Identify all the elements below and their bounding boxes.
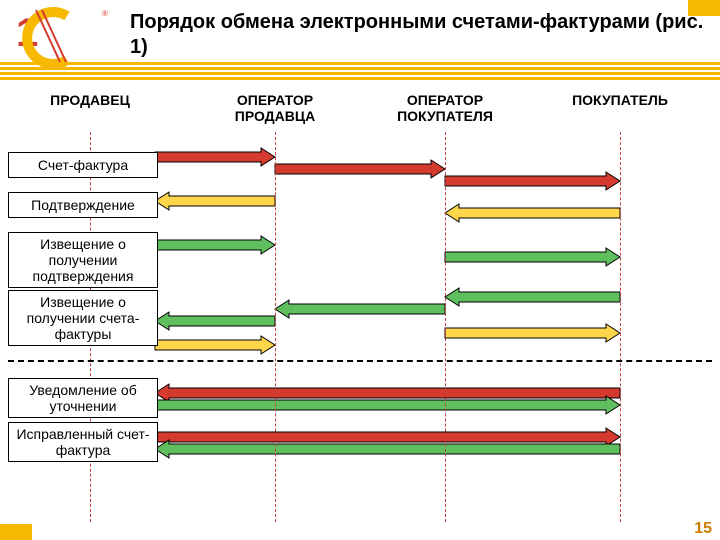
- flow-arrow: [445, 288, 620, 306]
- svg-text:®: ®: [102, 9, 108, 18]
- flow-diagram: ПРОДАВЕЦ ОПЕРАТОР ПРОДАВЦА ОПЕРАТОР ПОКУПА…: [0, 92, 720, 522]
- column-divider: [275, 132, 276, 522]
- page-title: Порядок обмена электронными счетами-факт…: [130, 10, 720, 60]
- flow-arrow: [155, 396, 620, 414]
- header: 1 ® Порядок обмена электронными счетами-…: [0, 0, 720, 90]
- corner-top-right: [688, 0, 720, 16]
- flow-box: Извещение о получении счета-фактуры: [8, 290, 158, 346]
- flow-arrow: [155, 148, 275, 166]
- flow-arrow: [155, 440, 620, 458]
- flow-box: Извещение о получении подтверждения: [8, 232, 158, 288]
- corner-bottom-left: [0, 524, 32, 540]
- stripe: [0, 72, 720, 75]
- flow-arrow: [155, 312, 275, 330]
- column-divider: [445, 132, 446, 522]
- phase-separator: [8, 360, 712, 362]
- flow-arrow: [155, 336, 275, 354]
- page-number: 15: [694, 520, 712, 538]
- logo-1c: 1 ®: [12, 6, 112, 70]
- flow-box: Уведомление об уточнении: [8, 378, 158, 418]
- stripe: [0, 77, 720, 80]
- flow-box: Счет-фактура: [8, 152, 158, 178]
- column-header: ОПЕРАТОР ПРОДАВЦА: [205, 92, 345, 124]
- column-header: ПРОДАВЕЦ: [20, 92, 160, 108]
- flow-arrow: [445, 324, 620, 342]
- column-divider: [620, 132, 621, 522]
- flow-box: Подтверждение: [8, 192, 158, 218]
- flow-arrow: [155, 236, 275, 254]
- flow-arrow: [155, 192, 275, 210]
- flow-arrow: [155, 384, 620, 402]
- flow-arrow: [445, 248, 620, 266]
- flow-arrow: [155, 428, 620, 446]
- flow-arrow: [445, 204, 620, 222]
- flow-arrow: [445, 172, 620, 190]
- flow-arrow: [275, 160, 445, 178]
- column-header: ПОКУПАТЕЛЬ: [550, 92, 690, 108]
- flow-arrow: [275, 300, 445, 318]
- flow-box: Исправленный счет-фактура: [8, 422, 158, 462]
- column-header: ОПЕРАТОР ПОКУПАТЕЛЯ: [375, 92, 515, 124]
